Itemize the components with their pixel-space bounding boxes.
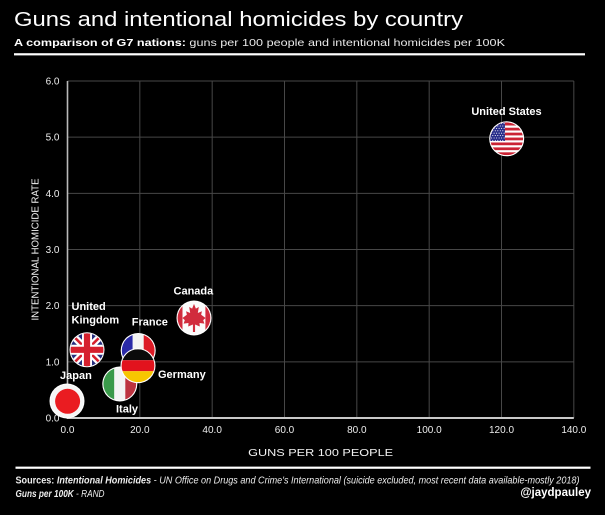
svg-text:80.0: 80.0 [347, 425, 367, 436]
svg-text:1.0: 1.0 [46, 357, 60, 368]
svg-text:France: France [132, 316, 168, 328]
svg-text:40.0: 40.0 [202, 425, 222, 436]
svg-text:A comparison of G7 nations: gu: A comparison of G7 nations: guns per 100… [14, 37, 505, 49]
svg-text:Guns and intentional homicides: Guns and intentional homicides by countr… [14, 8, 464, 31]
svg-text:Italy: Italy [116, 404, 139, 416]
svg-text:Japan: Japan [60, 370, 92, 382]
svg-text:4.0: 4.0 [46, 189, 60, 200]
svg-text:100.0: 100.0 [417, 425, 442, 436]
svg-text:5.0: 5.0 [46, 133, 60, 144]
svg-text:Guns per 100K - RAND: Guns per 100K - RAND [16, 489, 105, 500]
svg-text:Canada: Canada [174, 286, 215, 298]
svg-text:140.0: 140.0 [561, 425, 586, 436]
svg-text:3.0: 3.0 [46, 245, 60, 256]
svg-text:0.0: 0.0 [46, 414, 60, 425]
svg-text:2.0: 2.0 [46, 301, 60, 312]
svg-text:GUNS PER 100 PEOPLE: GUNS PER 100 PEOPLE [248, 448, 393, 459]
svg-text:6.0: 6.0 [46, 77, 60, 88]
svg-text:INTENTIONAL HOMICIDE RATE: INTENTIONAL HOMICIDE RATE [31, 178, 42, 320]
svg-text:Kingdom: Kingdom [72, 315, 120, 327]
svg-text:United: United [72, 301, 106, 313]
svg-text:Sources: Intentional Homicides: Sources: Intentional Homicides - UN Offi… [16, 476, 580, 487]
svg-text:120.0: 120.0 [489, 425, 514, 436]
svg-text:Germany: Germany [158, 369, 207, 381]
svg-text:20.0: 20.0 [130, 425, 150, 436]
svg-text:0.0: 0.0 [61, 425, 75, 436]
svg-text:@jaydpauley: @jaydpauley [520, 487, 591, 499]
svg-text:60.0: 60.0 [275, 425, 295, 436]
svg-text:United States: United States [471, 106, 541, 118]
